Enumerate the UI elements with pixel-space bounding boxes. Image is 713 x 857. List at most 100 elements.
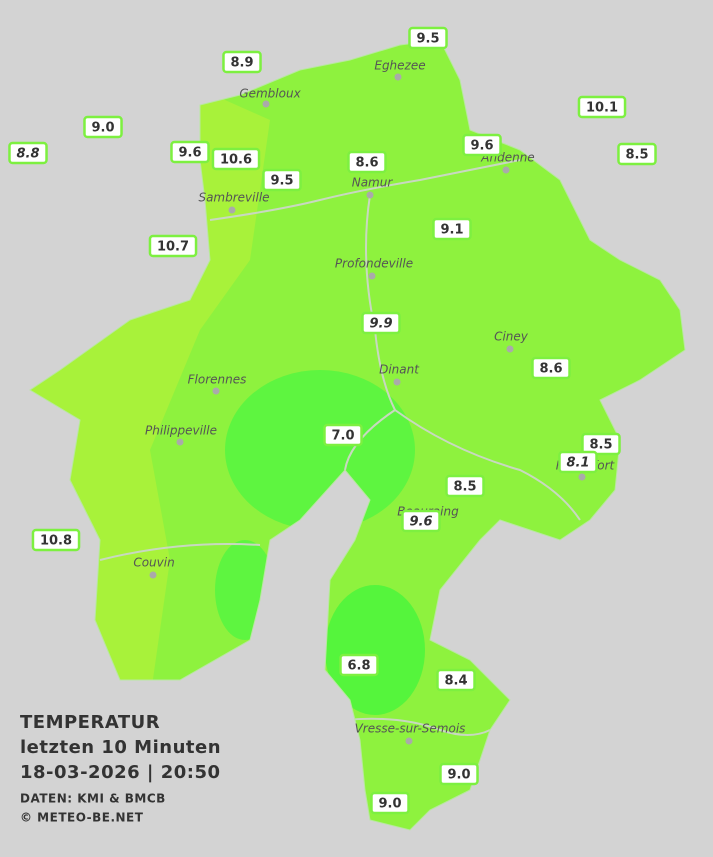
- station-box: [83, 115, 123, 139]
- station-value: 9.6: [470, 139, 493, 154]
- station: 8.8: [8, 141, 48, 165]
- station: 9.1: [432, 217, 472, 241]
- town-dot: [368, 272, 376, 280]
- title-line: 18-03-2026 | 20:50: [20, 762, 221, 783]
- town-label: Dinant: [379, 363, 420, 377]
- town-label: Vresse-sur-Semois: [355, 722, 466, 736]
- station: 7.0: [323, 423, 363, 447]
- station-value: 9.1: [440, 223, 463, 238]
- station-value: 10.8: [40, 534, 72, 549]
- station-box: [445, 474, 485, 498]
- town-dot: [393, 378, 401, 386]
- station-box: [401, 509, 441, 533]
- station: 8.6: [531, 356, 571, 380]
- town-dot: [149, 571, 157, 579]
- station-box: [408, 26, 448, 50]
- station-box: [262, 168, 302, 192]
- station: 9.6: [462, 133, 502, 157]
- station-box: [222, 50, 262, 74]
- station-value: 8.1: [566, 456, 589, 471]
- station-box: [170, 140, 210, 164]
- station: 10.6: [211, 147, 261, 171]
- town-dot: [405, 737, 413, 745]
- station-box: [31, 528, 81, 552]
- town-label: Sambreville: [198, 191, 269, 205]
- town-dot: [502, 166, 510, 174]
- station-value: 9.0: [447, 768, 470, 783]
- town-dot: [366, 191, 374, 199]
- station-box: [436, 668, 476, 692]
- town-dot: [228, 206, 236, 214]
- station: 8.1: [558, 450, 598, 474]
- credit-line: © METEO-BE.NET: [20, 811, 144, 825]
- town-label: Florennes: [188, 373, 247, 387]
- station: 9.9: [361, 311, 401, 335]
- town-label: Namur: [352, 176, 394, 190]
- station: 8.5: [445, 474, 485, 498]
- station-value: 7.0: [331, 429, 354, 444]
- credit-line: DATEN: KMI & BMCB: [20, 792, 166, 806]
- town-dot: [262, 100, 270, 108]
- station: 9.0: [439, 762, 479, 786]
- station-value: 9.5: [270, 174, 293, 189]
- title-line: letzten 10 Minuten: [20, 737, 221, 758]
- station-value: 9.0: [91, 121, 114, 136]
- station-box: [370, 791, 410, 815]
- station-value: 10.1: [586, 101, 618, 116]
- town-dot: [578, 473, 586, 481]
- station-value: 10.7: [157, 240, 189, 255]
- station-box: [148, 234, 198, 258]
- station-box: [347, 150, 387, 174]
- station-value: 8.5: [625, 148, 648, 163]
- station: 6.8: [339, 653, 379, 677]
- station: 10.8: [31, 528, 81, 552]
- station: 9.5: [262, 168, 302, 192]
- station: 9.0: [370, 791, 410, 815]
- station-box: [211, 147, 261, 171]
- town-dot: [212, 387, 220, 395]
- station-value: 8.5: [453, 480, 476, 495]
- station-value: 6.8: [347, 659, 370, 674]
- town-dot: [506, 345, 514, 353]
- station-box: [577, 95, 627, 119]
- station: 8.4: [436, 668, 476, 692]
- station-value: 8.5: [589, 438, 612, 453]
- station-value: 9.6: [409, 515, 432, 530]
- station-value: 9.9: [369, 317, 392, 332]
- station: 8.6: [347, 150, 387, 174]
- station-box: [462, 133, 502, 157]
- town-label: Philippeville: [145, 424, 217, 438]
- town-label: Profondeville: [335, 257, 413, 271]
- station-box: [617, 142, 657, 166]
- station-box: [361, 311, 401, 335]
- station-value: 8.4: [444, 674, 467, 689]
- station: 9.6: [401, 509, 441, 533]
- town-label: Ciney: [494, 330, 529, 344]
- town-label: Eghezee: [374, 59, 425, 73]
- station-box: [339, 653, 379, 677]
- station-value: 9.5: [416, 32, 439, 47]
- station-box: [323, 423, 363, 447]
- station-value: 8.9: [230, 56, 253, 71]
- title-line: TEMPERATUR: [20, 712, 160, 733]
- town-label: Couvin: [133, 556, 174, 570]
- town-dot: [394, 73, 402, 81]
- station-box: [581, 432, 621, 456]
- station-box: [531, 356, 571, 380]
- station: 10.1: [577, 95, 627, 119]
- station: 10.7: [148, 234, 198, 258]
- station-value: 9.0: [378, 797, 401, 812]
- station-box: [439, 762, 479, 786]
- town-dot: [176, 438, 184, 446]
- station-value: 10.6: [220, 153, 252, 168]
- station: 8.9: [222, 50, 262, 74]
- station: 9.0: [83, 115, 123, 139]
- station: 8.5: [617, 142, 657, 166]
- station-value: 8.6: [355, 156, 378, 171]
- station-box: [8, 141, 48, 165]
- station: 8.5: [581, 432, 621, 456]
- station-value: 8.8: [16, 147, 39, 162]
- station-box: [558, 450, 598, 474]
- station-box: [432, 217, 472, 241]
